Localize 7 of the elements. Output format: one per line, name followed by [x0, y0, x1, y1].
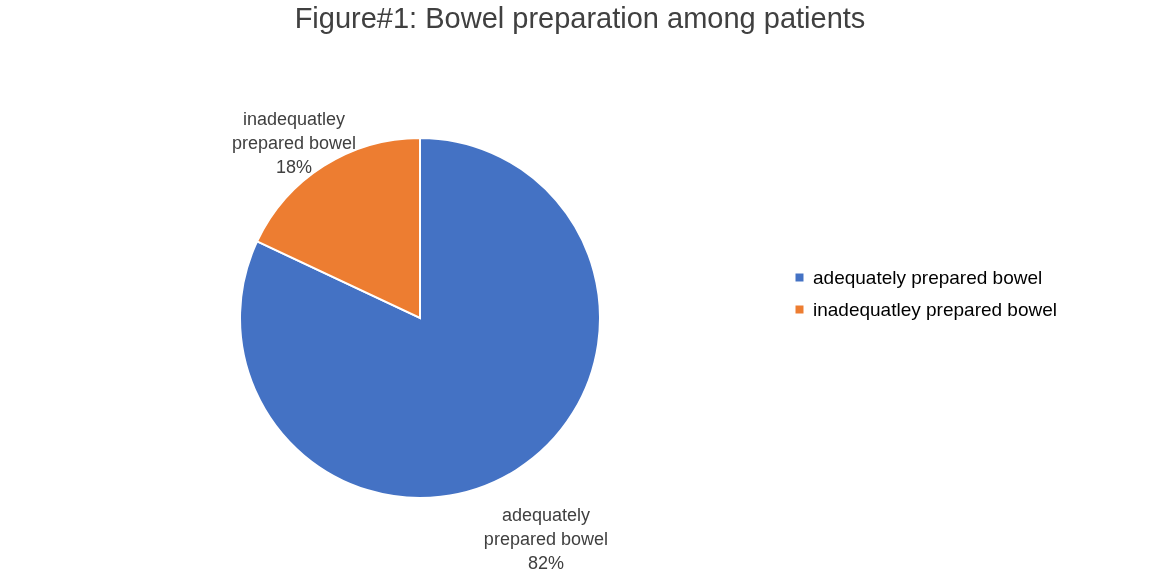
- slice-label: adequately prepared bowel: [483, 505, 608, 550]
- slice-label: inadequatley prepared bowel: [232, 108, 357, 153]
- legend-label: adequately prepared bowel: [813, 266, 1043, 288]
- legend-label: inadequatley prepared bowel: [813, 298, 1058, 320]
- data-label: 82%: [527, 553, 564, 574]
- data-label: 18%: [276, 156, 313, 177]
- chart-title: Figure#1: Bowel preparation among patients: [294, 2, 866, 34]
